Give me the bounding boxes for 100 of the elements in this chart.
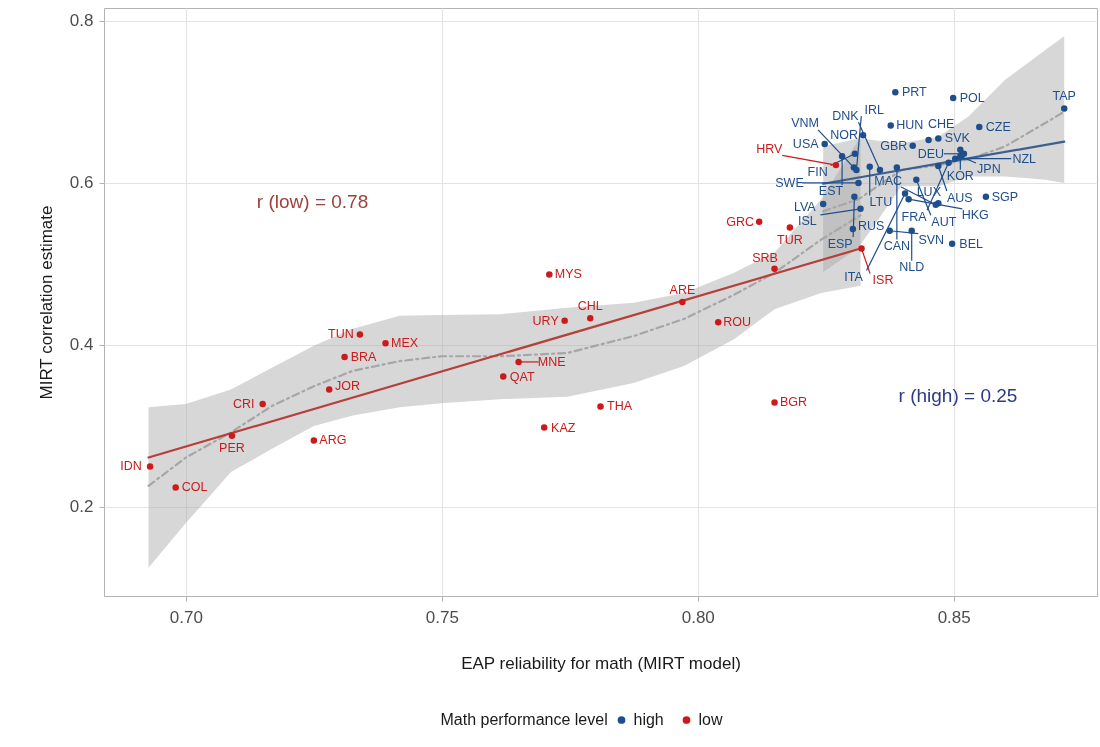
point (893, 164, 901, 171)
point (925, 136, 932, 144)
data-label: IRL (864, 102, 885, 117)
point (913, 176, 920, 183)
data-label: AUS (946, 190, 973, 205)
point (976, 123, 983, 131)
point (886, 227, 893, 234)
point (546, 271, 553, 278)
data-label: ITA (844, 270, 864, 285)
point (755, 218, 763, 226)
data-label: ROU (723, 315, 752, 330)
point (858, 245, 865, 252)
data-label: DEU (917, 146, 945, 161)
point (597, 403, 604, 410)
legend-label: low (698, 711, 723, 728)
point (146, 463, 154, 470)
data-label: JPN (977, 162, 1001, 177)
point (945, 159, 952, 166)
data-label: GRC (726, 214, 755, 229)
x-tick-label: 0.70 (169, 607, 203, 627)
legend-label: high (633, 711, 664, 728)
data-label: NOR (830, 128, 858, 143)
data-label: VNM (791, 116, 819, 131)
data-label: MNE (537, 354, 566, 369)
annotation: r (low) = 0.78 (256, 191, 369, 213)
point (714, 319, 722, 326)
data-label: SGP (991, 189, 1019, 204)
point (887, 122, 894, 129)
data-label: EST (818, 184, 844, 199)
point (228, 432, 236, 439)
point (819, 200, 827, 208)
data-label: POL (959, 90, 985, 105)
point (838, 152, 846, 160)
data-label: FRA (901, 209, 928, 224)
point (949, 94, 957, 102)
data-label: IDN (120, 459, 142, 474)
data-label: BEL (959, 236, 983, 251)
data-label: MYS (554, 267, 582, 282)
data-label: HUN (896, 118, 924, 133)
data-label: ISR (872, 273, 894, 288)
data-label: USA (792, 137, 820, 152)
data-label: ARG (319, 433, 347, 448)
data-label: RUS (857, 218, 885, 233)
data-label: ISL (798, 214, 817, 229)
data-label: SRB (752, 250, 778, 265)
x-tick-label: 0.80 (681, 607, 715, 627)
point (957, 146, 964, 153)
point (908, 227, 915, 234)
data-label: BRA (350, 350, 378, 365)
y-tick-label: 0.4 (69, 335, 94, 355)
data-label: CZE (985, 120, 1011, 135)
data-label: TAP (1052, 88, 1076, 103)
data-label: JOR (335, 379, 361, 394)
point (821, 140, 828, 148)
point (859, 131, 867, 139)
data-label: CAN (883, 239, 911, 254)
data-label: LTU (869, 195, 893, 209)
data-label: URY (532, 313, 560, 328)
data-label: KAZ (551, 420, 576, 435)
y-axis-title: MIRT correlation estimate (36, 205, 56, 400)
point (935, 162, 942, 170)
y-tick-label: 0.6 (69, 173, 94, 193)
data-label: ARE (669, 282, 696, 297)
data-label: TUN (328, 327, 354, 342)
y-tick-label: 0.2 (69, 497, 94, 517)
x-axis-title: EAP reliability for math (MIRT model) (461, 653, 741, 673)
data-label: ESP (827, 236, 853, 251)
point (832, 161, 840, 169)
point (786, 224, 794, 231)
data-label: FIN (807, 165, 828, 180)
legend-title: Math performance level (440, 711, 608, 728)
point (951, 155, 959, 162)
data-label: CRI (232, 397, 255, 412)
data-label: CHL (577, 298, 603, 313)
data-label: BGR (779, 395, 808, 410)
data-label: NZL (1012, 151, 1037, 166)
point (540, 424, 548, 431)
data-label: THA (607, 399, 633, 414)
y-tick-label: 0.8 (69, 11, 94, 31)
point (1061, 105, 1068, 112)
data-label: LVA (793, 200, 817, 215)
point (935, 135, 942, 142)
point (356, 331, 364, 338)
point (515, 358, 522, 366)
data-label: CHE (927, 117, 955, 131)
point (892, 89, 899, 96)
data-label: NLD (899, 260, 925, 275)
data-label: HRV (756, 141, 784, 156)
point (849, 225, 857, 233)
data-label: MEX (390, 336, 419, 351)
data-label: PER (219, 441, 245, 456)
data-label: GBR (880, 138, 908, 153)
point (500, 373, 507, 380)
data-label: TUR (777, 232, 803, 247)
data-label: COL (181, 480, 208, 495)
x-tick-label: 0.75 (425, 607, 459, 627)
data-label: HKG (961, 208, 989, 223)
point (982, 193, 990, 200)
point (259, 400, 266, 408)
point (851, 193, 858, 200)
